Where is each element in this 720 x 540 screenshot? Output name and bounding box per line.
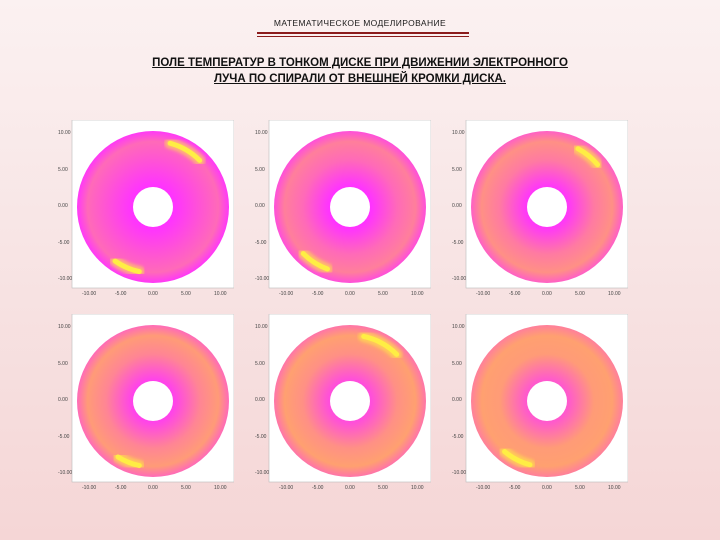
y-tick-label: 5.00 <box>255 360 265 367</box>
panel-plot-2 <box>268 120 431 289</box>
temperature-panel-4: 10.00 5.00 0.00 -5.00 -10.00 -10.00 -5.00 0.00 5… <box>58 314 234 492</box>
x-tick-label: 5.00 <box>378 485 388 491</box>
beam-hot-spot <box>300 251 330 272</box>
x-tick-label: 0.00 <box>345 485 355 491</box>
panel-plot-1 <box>71 120 234 289</box>
x-tick-label: 10.00 <box>214 291 227 297</box>
temperature-panel-5: 10.00 5.00 0.00 -5.00 -10.00 -10.00 -5.00 0.00 5… <box>255 314 431 492</box>
center-hole <box>330 187 370 227</box>
x-tick-label: 5.00 <box>181 291 191 297</box>
y-tick-label: -5.00 <box>58 433 70 440</box>
y-tick-label: 10.00 <box>255 130 268 136</box>
x-tick-label: 10.00 <box>411 485 424 491</box>
beam-hot-spot <box>167 140 203 163</box>
panel-plot-3 <box>465 120 628 289</box>
temperature-panel-6: 10.00 5.00 0.00 -5.00 -10.00 -10.00 -5.00 0.00 5… <box>452 314 628 492</box>
y-tick-label: -5.00 <box>58 239 70 246</box>
x-tick-label: 10.00 <box>608 291 621 297</box>
y-tick-label: -10.00 <box>255 470 270 476</box>
y-tick-label: 0.00 <box>58 397 68 403</box>
x-tick-label: -5.00 <box>312 485 324 491</box>
beam-hot-spot <box>112 258 142 275</box>
y-tick-label: -5.00 <box>452 239 464 246</box>
y-tick-label: -10.00 <box>452 470 467 476</box>
center-hole <box>527 381 567 421</box>
center-hole <box>330 381 370 421</box>
y-tick-label: 0.00 <box>255 397 265 403</box>
header-rule-thin <box>257 36 469 37</box>
panel-plot-5 <box>268 314 431 483</box>
y-tick-label: 0.00 <box>58 203 68 209</box>
x-tick-label: 5.00 <box>181 485 191 491</box>
temperature-panel-3: 10.00 5.00 0.00 -5.00 -10.00 -10.00 -5.00 0.00 5… <box>452 120 628 298</box>
beam-hot-spot <box>361 333 400 357</box>
y-tick-label: 5.00 <box>452 360 462 367</box>
beam-hot-spot <box>575 146 601 168</box>
y-tick-label: 10.00 <box>452 130 465 136</box>
x-tick-label: 0.00 <box>542 291 552 297</box>
x-tick-label: -5.00 <box>509 291 521 297</box>
y-tick-label: -5.00 <box>255 239 267 246</box>
x-tick-label: 0.00 <box>542 485 552 491</box>
panel-plot-6 <box>465 314 628 483</box>
y-tick-label: 10.00 <box>255 324 268 330</box>
y-tick-label: 5.00 <box>58 166 68 173</box>
y-tick-label: 10.00 <box>452 324 465 330</box>
title-line-1: ПОЛЕ ТЕМПЕРАТУР В ТОНКОМ ДИСКЕ ПРИ ДВИЖЕ… <box>152 57 568 69</box>
title-line-2: ЛУЧА ПО СПИРАЛИ ОТ ВНЕШНЕЙ КРОМКИ ДИСКА. <box>214 73 506 85</box>
x-tick-label: -10.00 <box>82 291 97 297</box>
y-tick-label: 10.00 <box>58 130 71 136</box>
x-tick-label: -10.00 <box>279 291 294 297</box>
y-tick-label: -10.00 <box>58 276 73 282</box>
section-header: МАТЕМАТИЧЕСКОЕ МОДЕЛИРОВАНИЕ <box>273 18 447 28</box>
beam-hot-spot <box>502 449 533 468</box>
panel-plot-4 <box>71 314 234 483</box>
y-tick-label: 0.00 <box>452 397 462 403</box>
x-tick-label: 0.00 <box>345 291 355 297</box>
y-tick-label: -10.00 <box>58 470 73 476</box>
x-tick-label: -5.00 <box>115 291 127 297</box>
y-tick-label: 0.00 <box>255 203 265 209</box>
beam-hot-spot <box>115 454 142 469</box>
temperature-panel-2: 10.00 5.00 0.00 -5.00 -10.00 -10.00 -5.00 0.00 5… <box>255 120 431 298</box>
x-tick-label: 10.00 <box>608 485 621 491</box>
y-tick-label: -5.00 <box>452 433 464 440</box>
x-tick-label: -10.00 <box>82 485 97 491</box>
x-tick-label: 10.00 <box>411 291 424 297</box>
x-tick-label: -5.00 <box>509 485 521 491</box>
x-tick-label: 5.00 <box>575 485 585 491</box>
x-tick-label: -10.00 <box>476 291 491 297</box>
x-tick-label: -10.00 <box>476 485 491 491</box>
y-tick-label: -5.00 <box>255 433 267 440</box>
x-tick-label: -5.00 <box>115 485 127 491</box>
y-tick-label: 10.00 <box>58 324 71 330</box>
x-tick-label: 0.00 <box>148 485 158 491</box>
x-tick-label: 5.00 <box>378 291 388 297</box>
y-tick-label: 5.00 <box>452 166 462 173</box>
slide-title: ПОЛЕ ТЕМПЕРАТУР В ТОНКОМ ДИСКЕ ПРИ ДВИЖЕ… <box>80 55 640 87</box>
center-hole <box>133 381 173 421</box>
y-tick-label: -10.00 <box>255 276 270 282</box>
x-tick-label: 10.00 <box>214 485 227 491</box>
x-tick-label: 5.00 <box>575 291 585 297</box>
x-tick-label: -10.00 <box>279 485 294 491</box>
temperature-panel-1: 10.00 5.00 0.00 -5.00 -10.00 -10.00 -5.00 0.00 5… <box>58 120 234 298</box>
y-tick-label: 5.00 <box>58 360 68 367</box>
y-tick-label: 5.00 <box>255 166 265 173</box>
x-tick-label: 0.00 <box>148 291 158 297</box>
center-hole <box>527 187 567 227</box>
center-hole <box>133 187 173 227</box>
y-tick-label: 0.00 <box>452 203 462 209</box>
y-tick-label: -10.00 <box>452 276 467 282</box>
header-rule-thick <box>257 32 469 34</box>
x-tick-label: -5.00 <box>312 291 324 297</box>
